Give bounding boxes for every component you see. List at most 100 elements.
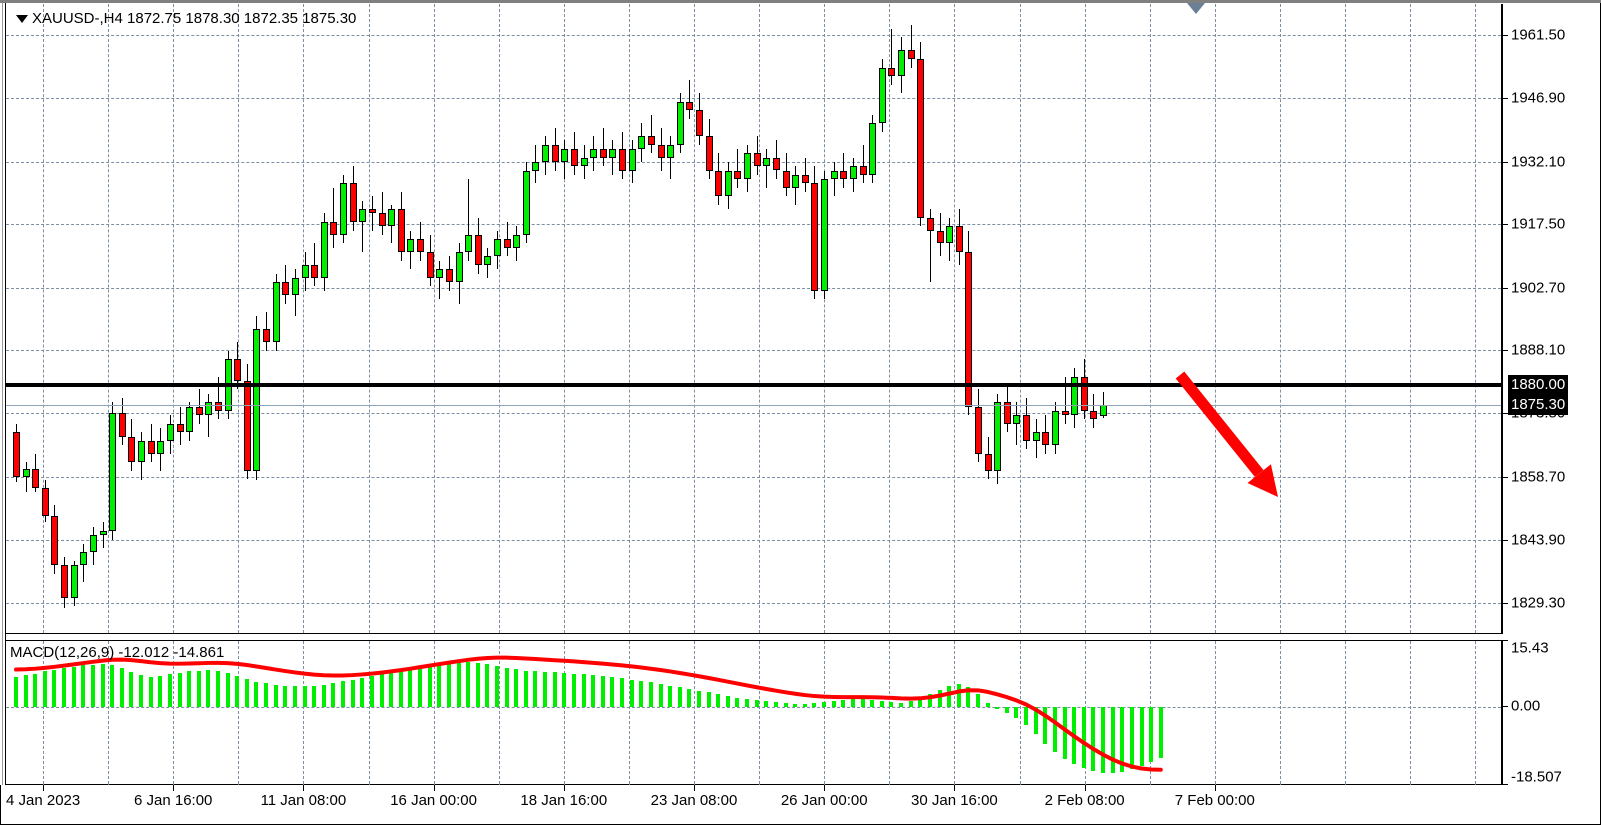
- time-axis-grid-stub: [954, 776, 956, 785]
- macd-plot-area[interactable]: [6, 641, 1501, 784]
- macd-histogram-bar: [457, 663, 461, 707]
- price-level-bid[interactable]: [6, 405, 1501, 407]
- time-axis-grid-stub: [628, 776, 630, 785]
- time-axis-grid-stub: [889, 776, 891, 785]
- macd-histogram-bar: [687, 688, 691, 707]
- time-axis-grid-stub: [759, 776, 761, 785]
- vertical-gridline: [43, 641, 44, 784]
- vertical-gridline: [1475, 4, 1477, 633]
- vertical-gridline: [1410, 641, 1412, 784]
- macd-histogram-bar: [418, 667, 422, 707]
- candle-wick: [670, 136, 671, 180]
- macd-axis-spine: [1502, 640, 1503, 785]
- macd-histogram-bar: [918, 698, 922, 707]
- candle-bearish: [773, 157, 780, 171]
- time-axis-label: 2 Feb 08:00: [1044, 792, 1125, 809]
- candle-wick: [930, 209, 931, 283]
- vertical-gridline: [1279, 4, 1281, 633]
- candle-wick: [218, 376, 219, 420]
- price-axis-tick: [1502, 224, 1508, 226]
- macd-histogram-bar: [1005, 706, 1009, 713]
- macd-histogram-bar: [966, 687, 970, 707]
- macd-histogram-bar: [726, 695, 730, 707]
- macd-axis[interactable]: 15.43 0.00 -18.507: [1502, 640, 1600, 786]
- candle-bullish: [273, 282, 280, 343]
- time-axis[interactable]: 4 Jan 2023 6 Jan 16:00 11 Jan 08:00 16 Jan …: [6, 776, 1502, 824]
- time-axis-label: 11 Jan 08:00: [260, 792, 347, 809]
- candle-bearish: [350, 183, 357, 222]
- candle-bearish: [369, 209, 376, 214]
- crosshair-marker-icon: [1187, 3, 1205, 14]
- time-axis-tick: [1084, 785, 1086, 791]
- macd-histogram-bar: [437, 665, 441, 707]
- candle-wick: [834, 161, 835, 197]
- macd-histogram-bar: [870, 699, 874, 707]
- price-axis-tick: [1502, 287, 1508, 289]
- macd-indicator-pane[interactable]: MACD(12,26,9) -12.012 -14.861: [6, 640, 1502, 785]
- vertical-gridline: [108, 641, 110, 784]
- candle-wick: [199, 389, 200, 424]
- candle-bearish: [1042, 432, 1049, 446]
- candle-wick: [333, 187, 334, 248]
- price-level-resistance[interactable]: [6, 383, 1501, 388]
- horizontal-gridline: [6, 476, 1501, 478]
- vertical-gridline: [1149, 4, 1151, 633]
- macd-histogram-bar: [678, 687, 682, 707]
- candle-bullish: [561, 149, 568, 162]
- candle-wick: [208, 393, 209, 437]
- price-axis-tick: [1502, 35, 1508, 37]
- price-axis[interactable]: 1961.50 1946.90 1932.10 1917.50 1902.70 1888.…: [1502, 4, 1600, 634]
- candle-bearish: [706, 136, 713, 171]
- price-chart-pane[interactable]: XAUUSD-,H4 1872.75 1878.30 1872.35 1875.…: [6, 4, 1502, 634]
- vertical-gridline: [694, 4, 695, 633]
- vertical-gridline: [303, 4, 305, 633]
- macd-histogram-bar: [957, 684, 961, 707]
- candle-bearish: [908, 50, 915, 59]
- candle-bullish: [879, 67, 886, 124]
- time-axis-grid-stub: [173, 776, 175, 785]
- candle-bullish: [340, 183, 347, 235]
- candle-wick: [603, 127, 604, 167]
- candle-bearish: [783, 170, 790, 188]
- macd-histogram-bar: [351, 679, 355, 707]
- time-axis-label: 7 Feb 00:00: [1174, 792, 1255, 809]
- triangle-down-icon[interactable]: [16, 15, 28, 24]
- price-plot-area[interactable]: [6, 4, 1501, 633]
- time-axis-label: 16 Jan 00:00: [390, 792, 477, 809]
- time-axis-label: 23 Jan 08:00: [650, 792, 738, 809]
- candle-bearish: [148, 440, 155, 454]
- macd-histogram-bar: [745, 698, 749, 707]
- horizontal-gridline: [6, 35, 1501, 37]
- macd-histogram-bar: [620, 678, 624, 707]
- macd-histogram-bar: [120, 668, 124, 707]
- macd-histogram-bar: [630, 679, 634, 707]
- macd-histogram-bar: [408, 669, 412, 707]
- candle-bearish: [215, 402, 222, 411]
- macd-histogram-bar: [1024, 706, 1028, 725]
- candle-bearish: [504, 239, 511, 248]
- time-axis-grid-stub: [1084, 776, 1086, 785]
- candle-bearish: [446, 269, 453, 283]
- price-axis-label: 1888.10: [1511, 341, 1566, 359]
- macd-zero-line: [6, 706, 1501, 708]
- candle-bullish: [792, 174, 799, 188]
- macd-histogram-bar: [360, 677, 364, 707]
- candle-bearish: [379, 213, 386, 227]
- macd-histogram-bar: [514, 669, 518, 707]
- time-axis-grid-stub: [694, 776, 695, 785]
- vertical-gridline: [1345, 641, 1346, 784]
- vertical-gridline: [954, 641, 956, 784]
- macd-histogram-bar: [129, 671, 133, 707]
- time-axis-tick: [173, 785, 175, 791]
- macd-histogram-bar: [110, 665, 114, 707]
- candle-bearish: [1090, 410, 1097, 420]
- price-axis-label: 1917.50: [1511, 215, 1566, 233]
- macd-histogram-bar: [264, 683, 268, 707]
- macd-histogram-bar: [601, 676, 605, 707]
- macd-histogram-bar: [543, 671, 547, 707]
- macd-histogram-bar: [485, 664, 489, 707]
- macd-histogram-bar: [841, 699, 845, 707]
- candle-bearish: [571, 149, 578, 167]
- macd-histogram-bar: [938, 689, 942, 707]
- macd-histogram-bar: [851, 699, 855, 707]
